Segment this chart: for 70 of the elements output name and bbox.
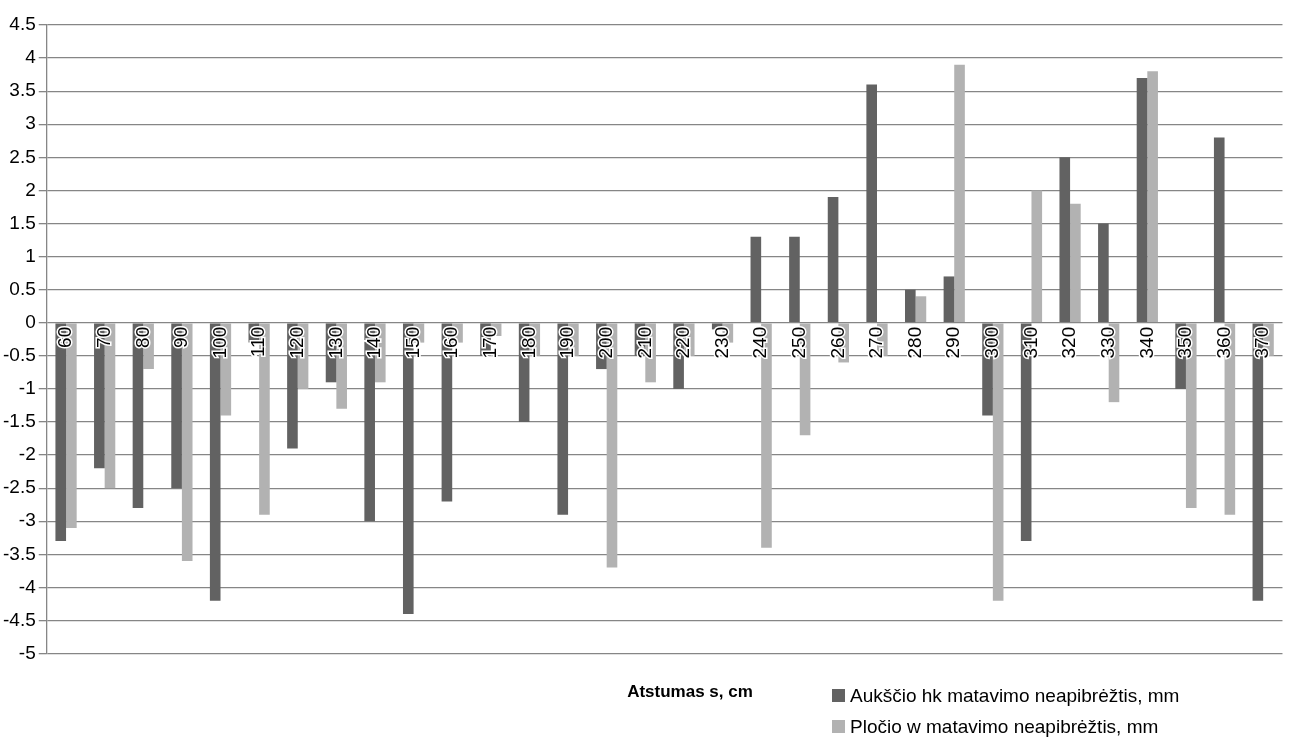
y-tick-label: -1.5 — [2, 410, 36, 432]
bar — [866, 84, 877, 323]
x-tick-label: 80 — [131, 326, 153, 348]
y-tick-label: 2.5 — [9, 145, 36, 167]
bar — [1213, 137, 1225, 323]
x-tick-label: 110 — [247, 326, 269, 358]
x-tick-label: 250 — [788, 326, 809, 359]
y-tick-label: -3.5 — [2, 542, 36, 564]
x-tick-label: 280 — [903, 326, 925, 359]
bar — [789, 236, 800, 323]
legend-label: Aukščio hk matavimo neapibrėžtis, mm — [850, 684, 1180, 707]
bar — [1059, 157, 1071, 323]
bar — [1136, 77, 1148, 323]
y-tick-label: 4.5 — [9, 13, 36, 35]
y-tick-label: -3 — [18, 509, 36, 531]
x-tick-label: 360 — [1212, 326, 1234, 359]
x-tick-label: 60 — [54, 326, 76, 348]
y-tick-label: 1 — [25, 244, 36, 266]
y-tick-label: 1.5 — [9, 211, 36, 233]
x-tick-label: 70 — [92, 326, 114, 348]
y-tick-label: -5 — [18, 641, 36, 663]
x-tick-label: 340 — [1135, 326, 1157, 359]
y-tick-label: -4.5 — [2, 608, 36, 630]
x-tick-label: 130 — [324, 326, 346, 359]
x-tick-label: 100 — [208, 326, 230, 359]
x-tick-label: 90 — [170, 326, 192, 348]
bar — [1070, 203, 1081, 323]
x-tick-label: 320 — [1058, 326, 1080, 359]
y-tick-label: -4 — [18, 575, 37, 597]
bar — [954, 64, 965, 323]
bar — [1098, 223, 1109, 323]
x-tick-label: 230 — [710, 326, 732, 359]
x-tick-label: 220 — [672, 326, 694, 359]
y-tick-label: -1 — [18, 377, 36, 399]
x-tick-label: 270 — [865, 326, 887, 359]
bar — [915, 296, 927, 323]
y-tick-label: 3.5 — [9, 79, 36, 101]
legend-label: Pločio w matavimo neapibrėžtis, mm — [850, 715, 1159, 738]
x-tick-label: 170 — [479, 326, 501, 359]
y-tick-label: -2.5 — [2, 476, 36, 498]
x-tick-label: 240 — [749, 326, 771, 359]
bar — [1147, 71, 1158, 323]
x-tick-label: 350 — [1174, 326, 1196, 359]
x-tick-label: 150 — [401, 326, 423, 359]
bar — [750, 236, 762, 323]
y-tick-label: 0.5 — [9, 277, 36, 299]
x-tick-label: 160 — [440, 326, 462, 359]
x-tick-label: 140 — [363, 326, 385, 359]
y-tick-label: 4 — [25, 46, 37, 68]
x-tick-label: 190 — [556, 326, 578, 359]
x-tick-label: 370 — [1251, 326, 1273, 359]
bar — [1031, 190, 1043, 323]
x-tick-label: 310 — [1019, 326, 1041, 359]
y-tick-label: 2 — [25, 178, 36, 200]
y-tick-label: 3 — [25, 112, 36, 134]
x-tick-label: 300 — [981, 326, 1003, 359]
x-tick-label: 260 — [826, 326, 848, 359]
y-tick-label: -0.5 — [2, 344, 36, 366]
x-tick-label: 180 — [517, 326, 539, 359]
x-axis-title: Atstumas s, cm — [626, 682, 754, 702]
x-tick-label: 120 — [285, 326, 307, 359]
x-tick-label: 290 — [942, 326, 964, 359]
bar — [827, 197, 839, 323]
bar — [905, 289, 916, 323]
x-tick-label: 330 — [1096, 326, 1118, 359]
bar — [943, 276, 955, 323]
x-tick-label: 210 — [633, 326, 655, 359]
y-tick-label: -2 — [18, 443, 36, 465]
x-tick-label: 200 — [594, 326, 616, 359]
y-tick-label: 0 — [25, 310, 36, 332]
